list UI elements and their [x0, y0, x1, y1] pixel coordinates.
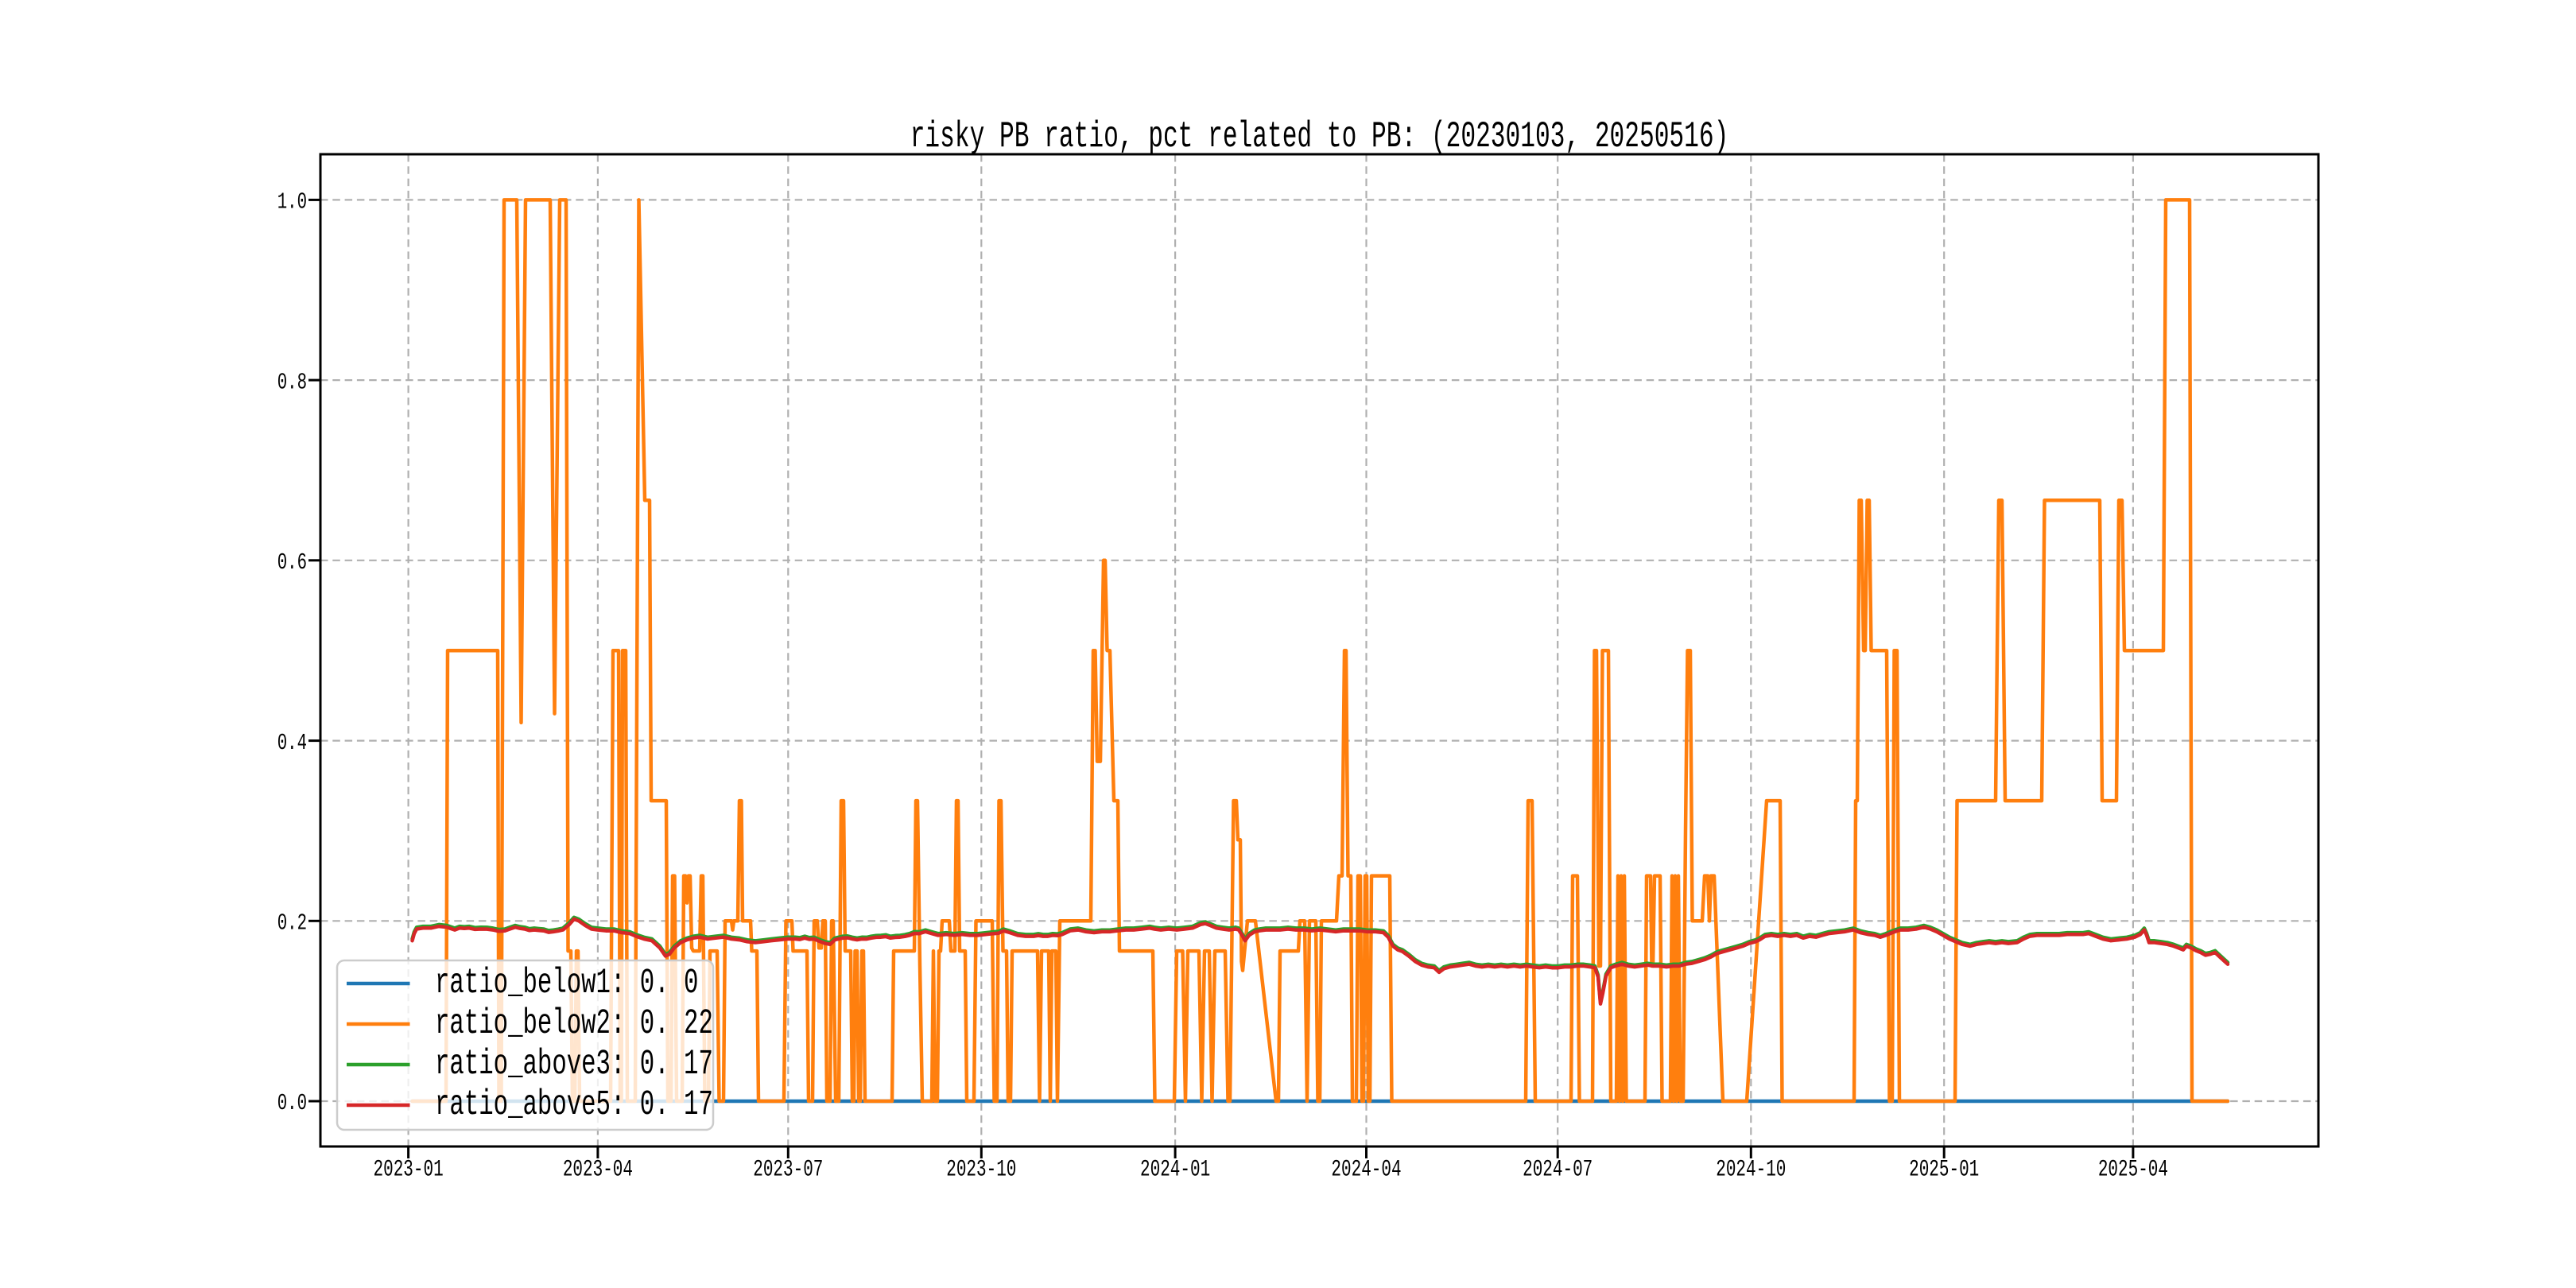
svg-text:2025-04: 2025-04: [2098, 1156, 2168, 1182]
svg-text:2023-10: 2023-10: [946, 1156, 1016, 1182]
svg-text:2024-01: 2024-01: [1140, 1156, 1210, 1182]
svg-text:ratio_below2: 0. 22: ratio_below2: 0. 22: [435, 1004, 713, 1044]
svg-text:2024-10: 2024-10: [1716, 1156, 1786, 1182]
svg-text:0.6: 0.6: [277, 549, 307, 576]
svg-text:2024-07: 2024-07: [1523, 1156, 1593, 1182]
svg-text:1.0: 1.0: [277, 188, 307, 215]
svg-text:0.8: 0.8: [277, 369, 307, 395]
svg-text:2025-01: 2025-01: [1909, 1156, 1979, 1182]
svg-text:0.0: 0.0: [277, 1090, 307, 1116]
svg-text:2023-04: 2023-04: [563, 1156, 633, 1182]
svg-text:2023-01: 2023-01: [374, 1156, 444, 1182]
svg-text:ratio_below1: 0. 0: ratio_below1: 0. 0: [435, 964, 698, 1003]
svg-text:0.2: 0.2: [277, 910, 307, 936]
svg-text:2023-07: 2023-07: [753, 1156, 823, 1182]
svg-text:ratio_above5: 0. 17: ratio_above5: 0. 17: [435, 1085, 713, 1125]
svg-text:0.4: 0.4: [277, 730, 307, 756]
svg-text:ratio_above3: 0. 17: ratio_above3: 0. 17: [435, 1045, 713, 1084]
svg-text:risky PB ratio, pct related to: risky PB ratio, pct related to PB: (2023…: [910, 115, 1729, 157]
svg-text:2024-04: 2024-04: [1331, 1156, 1401, 1182]
